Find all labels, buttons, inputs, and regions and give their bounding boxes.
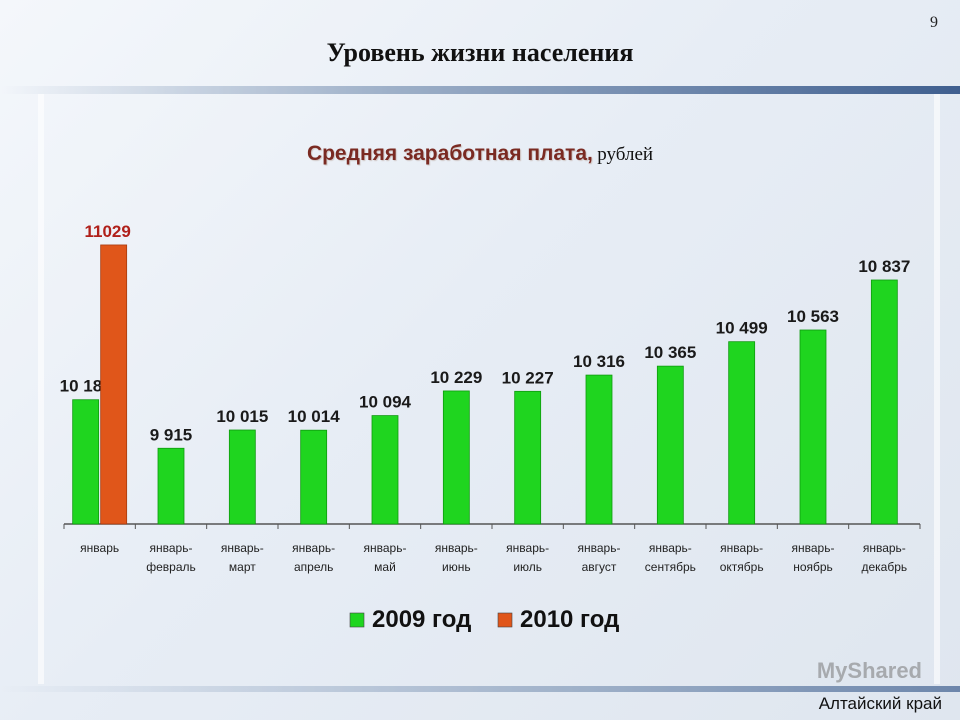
bar-2009 <box>728 341 756 525</box>
x-tick-label: август <box>582 560 617 574</box>
watermark-logo: MyShared <box>816 658 922 683</box>
left-decor-bar <box>38 94 44 684</box>
chart-heading: Средняя заработная плата, рублей <box>0 142 960 166</box>
data-label-2009: 10 837 <box>858 257 910 276</box>
legend-2010-label: 2010 год <box>520 606 619 633</box>
bar-2009 <box>870 279 898 525</box>
x-tick-label: май <box>374 560 396 574</box>
x-tick-label: январь- <box>292 541 335 555</box>
x-tick-label: январь- <box>863 541 906 555</box>
data-label-2009: 10 316 <box>573 352 625 371</box>
x-tick-label: январь- <box>221 541 264 555</box>
x-tick-label: январь- <box>792 541 835 555</box>
x-tick-label: январь- <box>649 541 692 555</box>
chart-title: Средняя заработная плата, <box>306 142 593 165</box>
footer-region: Алтайский край <box>818 694 942 713</box>
data-label-2009: 9 915 <box>150 425 193 444</box>
x-tick-label: сентябрь <box>645 560 696 574</box>
x-tick-label: январь- <box>506 541 549 555</box>
x-tick-label: февраль <box>146 560 196 574</box>
data-label-2009: 10 094 <box>359 393 412 412</box>
bar-2009 <box>585 374 613 525</box>
right-decor-bar <box>934 94 940 684</box>
legend-2009-swatch <box>349 612 365 628</box>
bar-2009 <box>371 415 399 525</box>
x-tick-label: январь- <box>720 541 763 555</box>
data-label-2009: 10 015 <box>216 407 268 426</box>
x-tick-label: январь- <box>150 541 193 555</box>
x-tick-label: декабрь <box>861 560 907 574</box>
data-label-2010: 11029 <box>84 222 130 241</box>
slide-title: Уровень жизни населения <box>326 38 634 67</box>
x-tick-label: октябрь <box>720 560 764 574</box>
bar-2009 <box>799 329 827 525</box>
x-tick-label: март <box>229 560 256 574</box>
bar-2009 <box>228 429 256 525</box>
data-label-2009: 10 365 <box>644 343 696 362</box>
chart-unit: рублей <box>597 144 654 165</box>
x-tick-label: ноябрь <box>793 560 833 574</box>
x-tick-label: январь- <box>578 541 621 555</box>
title-divider <box>0 86 960 94</box>
x-tick-label: июль <box>513 560 542 574</box>
data-label-2009: 10 499 <box>716 319 768 338</box>
bar-2010 <box>100 244 128 525</box>
x-tick-label: январь <box>80 541 119 555</box>
bar-2009 <box>157 447 185 525</box>
bar-2009 <box>514 390 542 525</box>
bar-2009 <box>300 429 328 525</box>
data-label-2009: 10 229 <box>430 368 482 387</box>
data-label-2009: 10 227 <box>502 368 554 387</box>
bottom-divider <box>0 686 960 692</box>
bar-2009 <box>72 399 100 525</box>
bar-2009 <box>442 390 470 525</box>
bar-2009 <box>656 365 684 525</box>
legend-2009-label: 2009 год <box>372 606 471 633</box>
x-tick-label: январь- <box>364 541 407 555</box>
data-label-2009: 10 014 <box>288 407 341 426</box>
x-tick-label: январь- <box>435 541 478 555</box>
x-tick-label: апрель <box>294 560 333 574</box>
data-label-2009: 10 563 <box>787 307 839 326</box>
slide-number: 9 <box>930 14 938 31</box>
data-label-2009: 10 181 <box>60 377 112 396</box>
legend-2010-swatch <box>497 612 513 628</box>
x-tick-label: июнь <box>442 560 471 574</box>
